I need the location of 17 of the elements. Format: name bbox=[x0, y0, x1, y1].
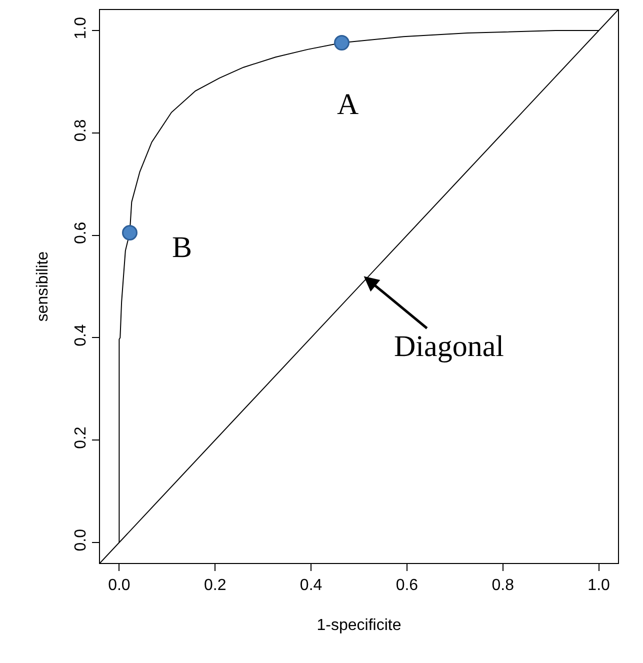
y-tick-label: 0.4 bbox=[72, 324, 90, 346]
y-tick-label: 0.6 bbox=[72, 222, 90, 244]
x-tick-label: 1.0 bbox=[588, 577, 610, 594]
y-tick-label: 0.0 bbox=[72, 528, 90, 552]
y-tick-label: 1.0 bbox=[72, 16, 90, 40]
x-axis-title: 1-specificite bbox=[316, 616, 402, 634]
x-tick-label: 0.6 bbox=[396, 577, 418, 594]
y-tick-label: 0.2 bbox=[72, 426, 90, 449]
annotation: B bbox=[172, 231, 192, 264]
x-tick-label: 0.4 bbox=[300, 577, 322, 594]
y-axis-title: sensibilite bbox=[34, 251, 52, 322]
y-tick-label: 0.8 bbox=[72, 119, 90, 142]
annotation: A bbox=[337, 88, 359, 121]
x-tick-label: 0.8 bbox=[492, 577, 514, 594]
x-tick-label: 0.2 bbox=[204, 577, 226, 594]
x-tick-label: 0.0 bbox=[108, 577, 130, 594]
annotation: Diagonal bbox=[394, 330, 504, 363]
